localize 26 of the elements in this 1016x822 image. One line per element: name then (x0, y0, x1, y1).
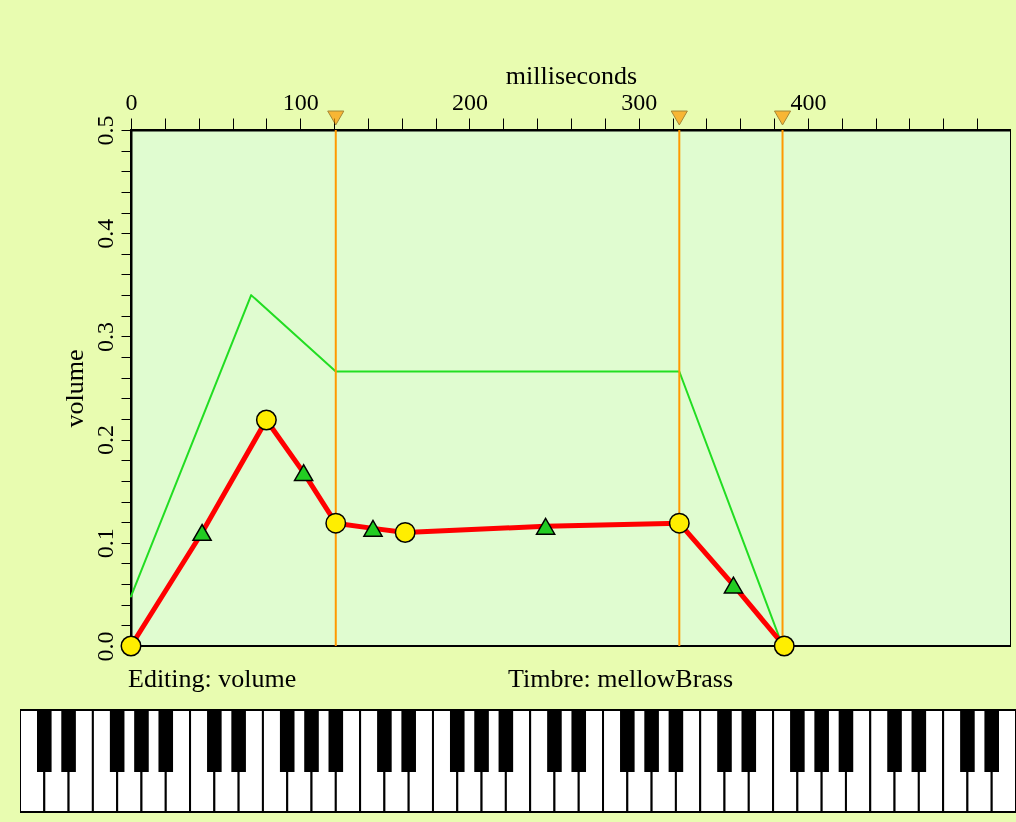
x-tick-label: 100 (282, 88, 319, 115)
y-tick-label: 0.3 (91, 321, 118, 352)
point (192, 523, 212, 542)
y-tick-label: 0.2 (91, 425, 118, 456)
text: Editing: volume (128, 664, 297, 694)
point (668, 512, 690, 534)
point (535, 517, 556, 535)
point (255, 409, 277, 431)
point (394, 522, 416, 543)
point (773, 635, 795, 657)
point (120, 635, 142, 657)
point (723, 576, 744, 594)
x-tick-label: 200 (451, 88, 488, 115)
x-tick-label: 400 (790, 88, 827, 115)
y-axis-title: volume (59, 349, 89, 428)
y-tick-label: 0.1 (91, 528, 118, 559)
y-tick-label: 0.0 (91, 631, 118, 662)
y-tick-label: 0.4 (91, 218, 118, 249)
y-tick-label: 0.5 (91, 115, 118, 146)
x-axis-title: milliseconds (505, 60, 638, 90)
x-tick-label: 300 (621, 88, 658, 115)
point (293, 464, 314, 482)
text: Timbre: mellowBrass (508, 664, 734, 694)
point (363, 519, 383, 537)
point (325, 512, 347, 534)
x-tick-label: 0 (125, 88, 138, 115)
